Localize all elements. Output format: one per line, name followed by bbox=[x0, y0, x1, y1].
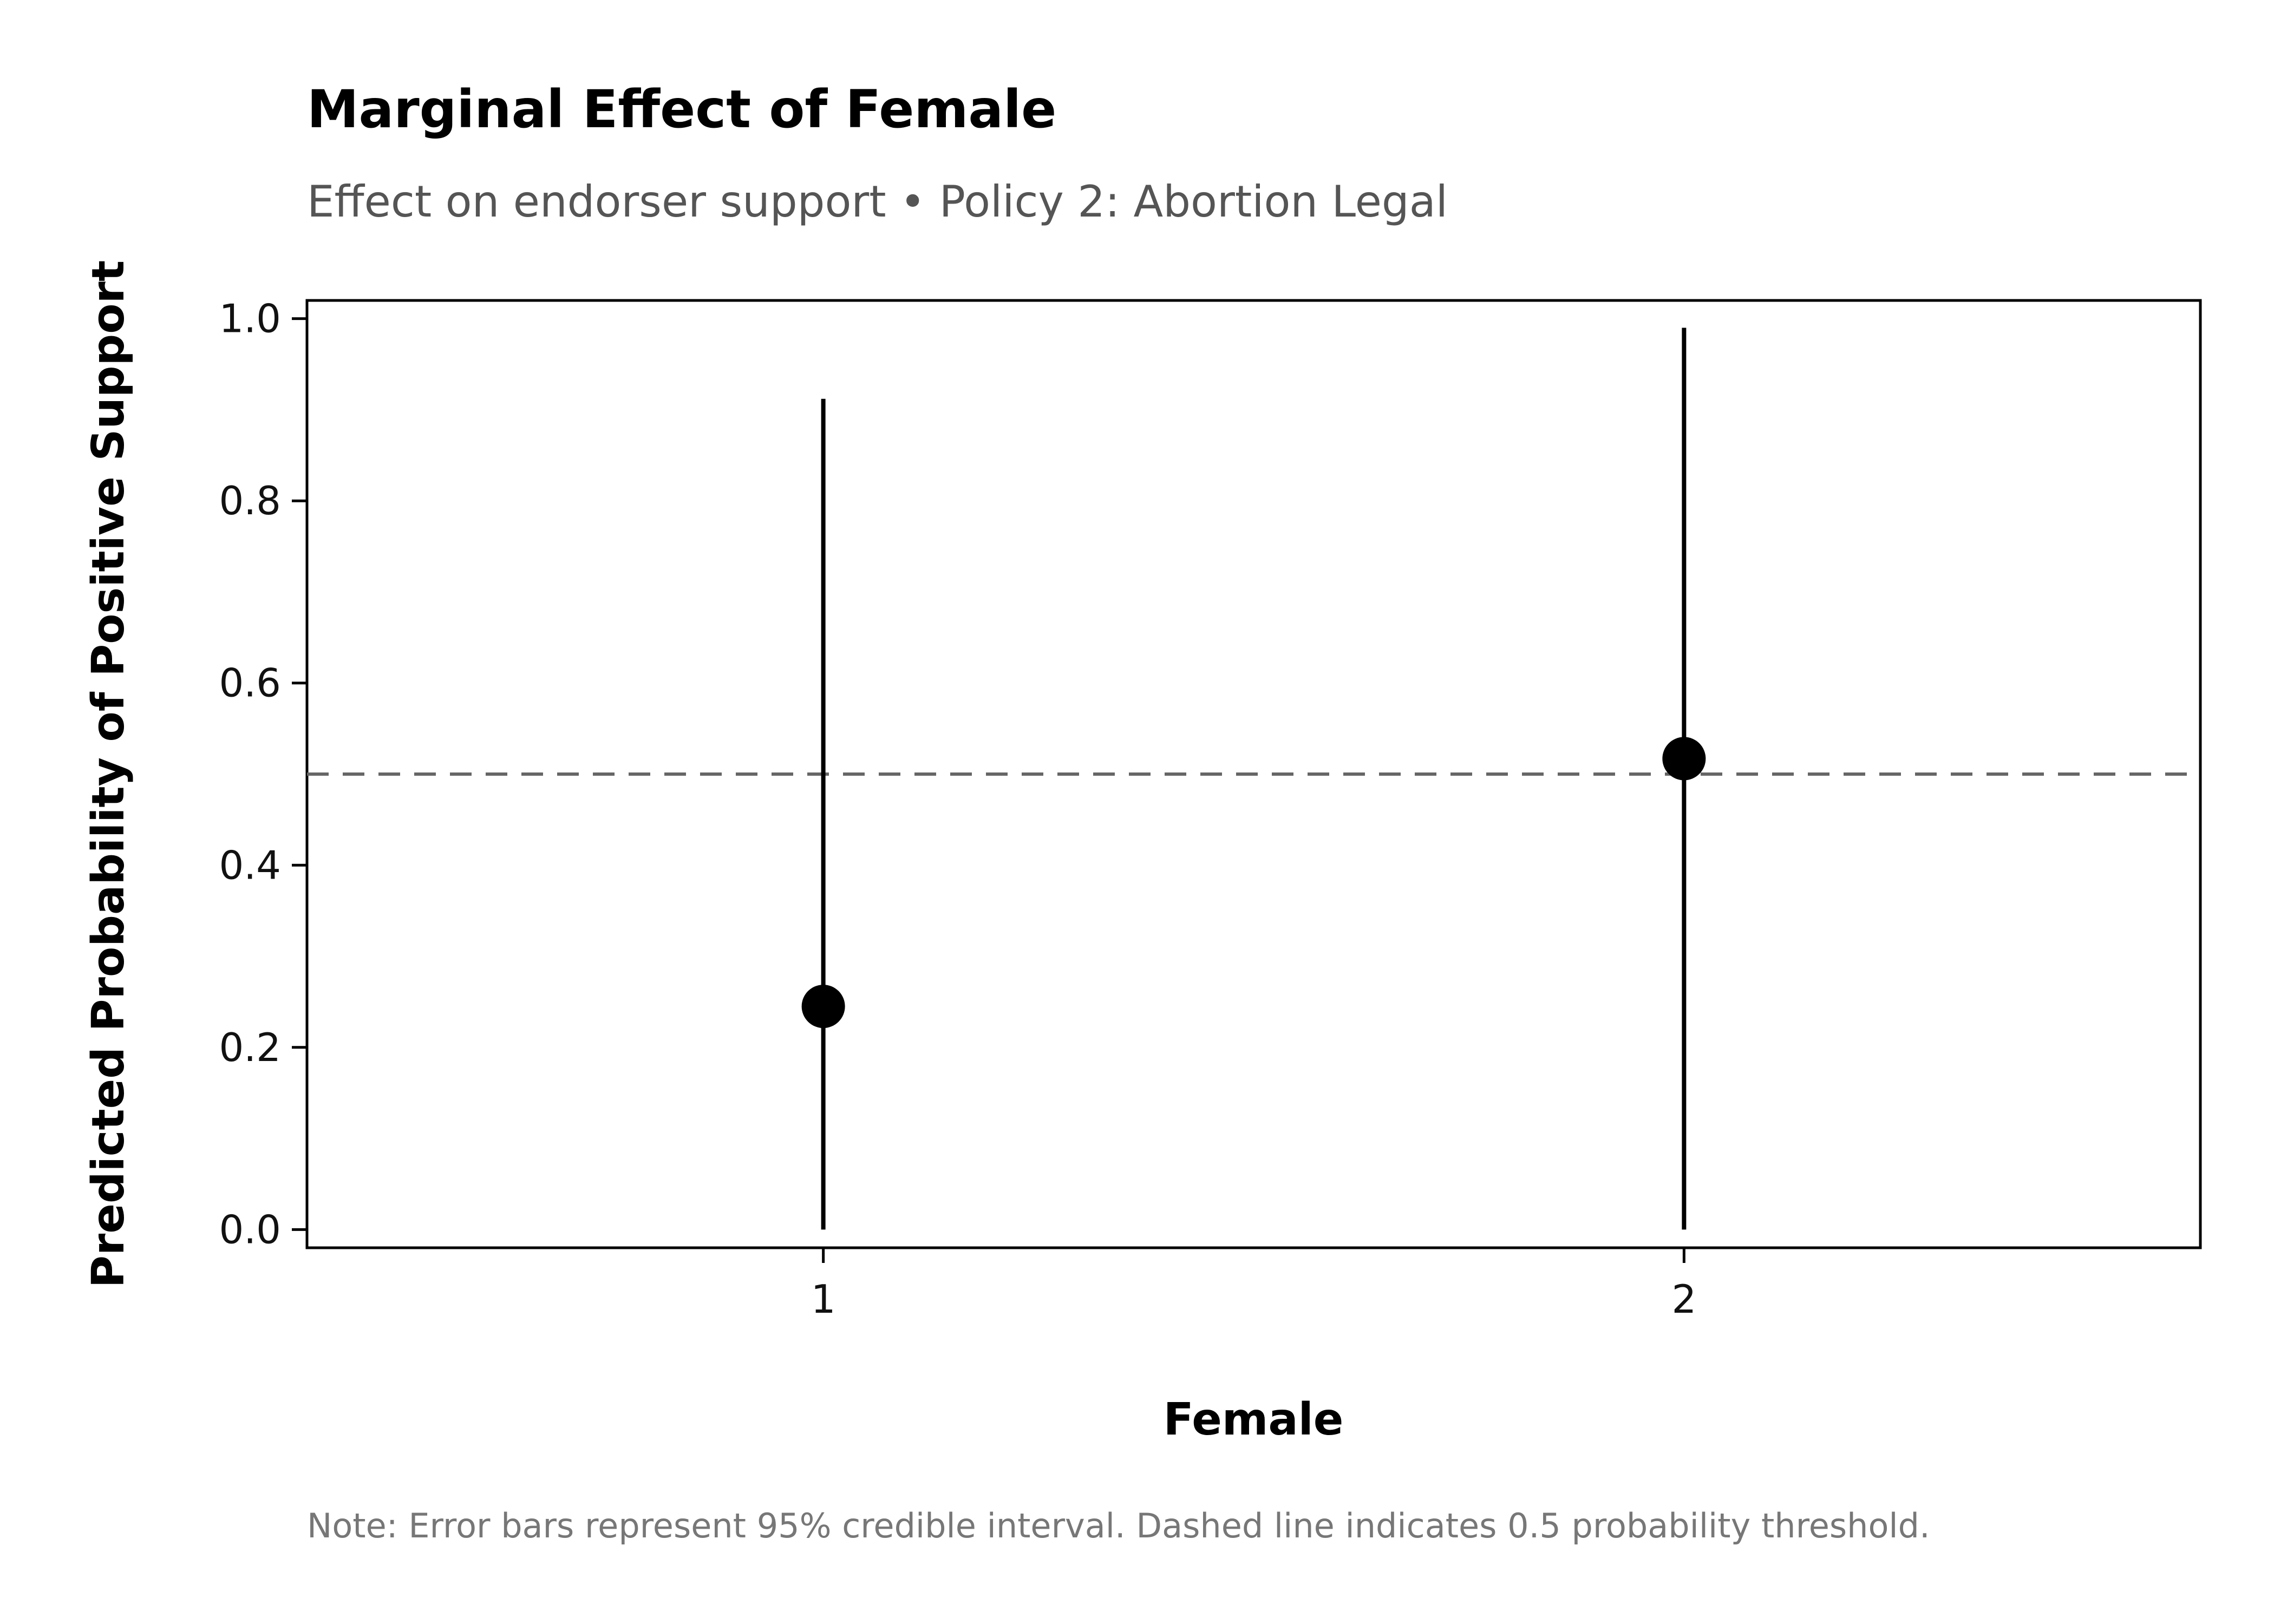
y-tick-label: 0.6 bbox=[219, 660, 281, 706]
chart-title: Marginal Effect of Female bbox=[307, 79, 1056, 140]
data-point bbox=[801, 985, 845, 1029]
y-axis-ticks: 0.0 0.2 0.4 0.6 0.8 1.0 bbox=[219, 296, 307, 1252]
data-point bbox=[1662, 737, 1706, 781]
x-axis-label: Female bbox=[1164, 1394, 1344, 1445]
x-tick-label: 1 bbox=[811, 1276, 836, 1322]
y-tick-label: 1.0 bbox=[219, 296, 281, 342]
y-tick-label: 0.2 bbox=[219, 1025, 281, 1070]
data-marks bbox=[801, 328, 1706, 1230]
chart-subtitle: Effect on endorser support • Policy 2: A… bbox=[307, 176, 1448, 227]
x-tick-label: 2 bbox=[1671, 1276, 1696, 1322]
y-axis-label: Predicted Probability of Positive Suppor… bbox=[83, 260, 134, 1288]
chart-note: Note: Error bars represent 95% credible … bbox=[307, 1506, 1930, 1546]
y-tick-label: 0.4 bbox=[219, 842, 281, 888]
y-tick-label: 0.0 bbox=[219, 1207, 281, 1252]
y-tick-label: 0.8 bbox=[219, 478, 281, 523]
